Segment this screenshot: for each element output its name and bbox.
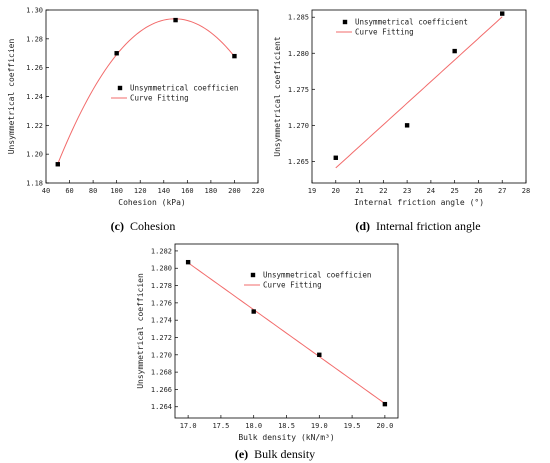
- y-axis-label: Unsymmetrical coefficient: [273, 36, 282, 157]
- y-tick-label: 1.28: [26, 35, 43, 43]
- y-tick-label: 1.266: [151, 386, 172, 394]
- x-tick-label: 40: [42, 187, 50, 195]
- y-tick-label: 1.272: [151, 334, 172, 342]
- y-tick-label: 1.20: [26, 151, 43, 159]
- x-tick-label: 19.5: [344, 422, 361, 430]
- x-axis-label: Bulk density (kN/m³): [238, 433, 334, 442]
- y-tick-label: 1.26: [26, 64, 43, 72]
- y-tick-label: 1.278: [151, 282, 172, 290]
- x-tick-label: 60: [65, 187, 73, 195]
- legend-label-points: Unsymmetrical coefficient: [355, 18, 468, 27]
- x-tick-label: 17.0: [180, 422, 197, 430]
- legend-label-fit: Curve Fitting: [355, 28, 414, 37]
- y-tick-label: 1.30: [26, 7, 43, 15]
- chart-internal-friction-angle: 19 20 21 22 23 24 25 26 27 28 1.265 1.270 1.275 1.280…: [273, 9, 530, 207]
- y-axis-label: Unsymmetrical coefficien: [7, 39, 16, 155]
- x-tick-label: 140: [157, 187, 170, 195]
- legend-marker: [250, 272, 256, 278]
- x-tick-label: 28: [522, 187, 530, 195]
- data-point: [404, 123, 410, 128]
- x-tick-label: 20.0: [376, 422, 393, 430]
- x-tick-label: 25: [450, 187, 458, 195]
- y-tick-label: 1.270: [151, 351, 172, 359]
- x-tick-label: 200: [228, 187, 241, 195]
- x-axis-label: Internal friction angle (°): [354, 198, 484, 207]
- x-tick-label: 22: [379, 187, 387, 195]
- data-point: [452, 48, 457, 54]
- legend-label-fit: Curve Fitting: [263, 281, 322, 290]
- y-tick-label: 1.265: [288, 158, 309, 166]
- x-tick-label: 100: [110, 187, 123, 195]
- legend-marker: [117, 85, 123, 91]
- data-point: [333, 155, 338, 160]
- y-tick-label: 1.264: [151, 403, 172, 411]
- data-point: [317, 352, 322, 358]
- legend-label-fit: Curve Fitting: [130, 94, 189, 103]
- data-point: [382, 401, 388, 407]
- y-axis-label: Unsymmetrical coefficien: [136, 273, 145, 389]
- caption-c: (c) Cohesion: [111, 219, 176, 233]
- y-tick-label: 1.268: [151, 369, 172, 377]
- curve-fitting-line: [57, 18, 235, 165]
- y-tick-label: 1.22: [26, 122, 43, 130]
- data-point: [173, 17, 178, 23]
- x-tick-label: 24: [427, 187, 435, 195]
- x-tick-label: 19.0: [311, 422, 328, 430]
- legend-marker: [342, 19, 348, 25]
- data-point: [251, 309, 256, 314]
- x-tick-label: 18.5: [278, 422, 295, 430]
- y-tick-label: 1.24: [26, 93, 43, 101]
- y-tick-label: 1.18: [26, 180, 43, 188]
- data-point: [500, 11, 505, 16]
- x-axis-label: Cohesion (kPa): [118, 198, 185, 207]
- x-tick-label: 120: [134, 187, 147, 195]
- y-tick-label: 1.274: [151, 317, 172, 325]
- x-tick-label: 80: [89, 187, 97, 195]
- y-tick-label: 1.270: [288, 122, 309, 130]
- x-tick-label: 23: [403, 187, 411, 195]
- curve-fitting-line: [335, 16, 503, 169]
- data-point: [114, 51, 119, 56]
- y-tick-label: 1.285: [288, 14, 309, 22]
- x-tick-label: 160: [181, 187, 194, 195]
- y-tick-label: 1.280: [151, 265, 172, 273]
- x-tick-label: 21: [355, 187, 363, 195]
- y-tick-label: 1.280: [288, 50, 309, 58]
- x-tick-label: 26: [474, 187, 482, 195]
- x-tick-label: 180: [205, 187, 218, 195]
- data-point: [55, 162, 60, 167]
- x-tick-label: 20: [332, 187, 340, 195]
- x-tick-label: 17.5: [212, 422, 229, 430]
- y-tick-label: 1.282: [151, 247, 172, 255]
- plot-frame: [311, 9, 527, 184]
- caption-d: (d) Internal friction angle: [355, 219, 480, 233]
- x-tick-label: 27: [498, 187, 506, 195]
- y-tick-label: 1.276: [151, 299, 172, 307]
- x-tick-label: 18.0: [245, 422, 262, 430]
- legend-label-points: Unsymmetrical coefficien: [130, 84, 238, 93]
- data-point: [185, 259, 191, 265]
- y-tick-label: 1.275: [288, 86, 309, 94]
- x-tick-label: 19: [308, 187, 316, 195]
- chart-cohesion: 40 60 80 100 120 140 160 180 200 220 1.18 1.20 1.22 1…: [7, 7, 264, 208]
- legend-label-points: Unsymmetrical coefficien: [263, 271, 371, 280]
- curve-fitting-line: [187, 262, 386, 404]
- x-tick-label: 220: [252, 187, 265, 195]
- caption-e: (e) Bulk density: [235, 447, 315, 461]
- data-point: [232, 53, 237, 59]
- chart-bulk-density: 17.0 17.5 18.0 18.5 19.0 19.5 20.0 1.264 1.266 1.…: [136, 243, 399, 442]
